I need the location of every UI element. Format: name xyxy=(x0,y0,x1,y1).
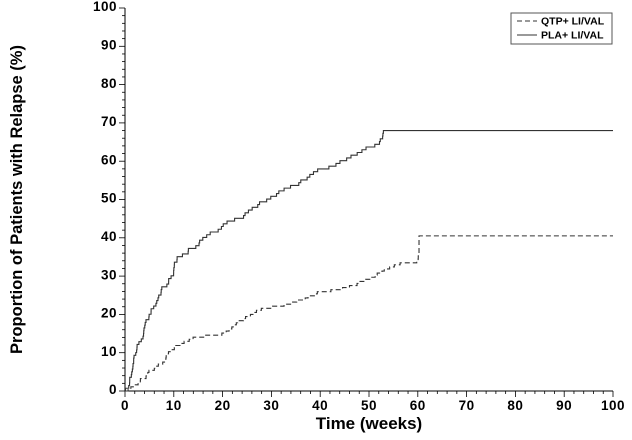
svg-text:90: 90 xyxy=(556,398,572,413)
svg-text:0: 0 xyxy=(109,382,117,397)
svg-text:20: 20 xyxy=(215,398,231,413)
svg-text:80: 80 xyxy=(101,76,117,91)
svg-text:70: 70 xyxy=(459,398,475,413)
svg-text:30: 30 xyxy=(101,267,117,282)
svg-text:20: 20 xyxy=(101,306,117,321)
svg-text:10: 10 xyxy=(166,398,182,413)
svg-text:60: 60 xyxy=(101,152,117,167)
svg-text:100: 100 xyxy=(601,398,625,413)
svg-text:50: 50 xyxy=(101,191,117,206)
svg-text:Time (weeks): Time (weeks) xyxy=(316,414,422,433)
svg-text:QTP+ LI/VAL: QTP+ LI/VAL xyxy=(541,16,605,28)
svg-text:60: 60 xyxy=(410,398,426,413)
svg-text:10: 10 xyxy=(101,344,117,359)
svg-text:40: 40 xyxy=(312,398,328,413)
svg-text:PLA+ LI/VAL: PLA+ LI/VAL xyxy=(541,30,604,42)
svg-text:30: 30 xyxy=(263,398,279,413)
svg-text:100: 100 xyxy=(93,0,117,14)
svg-text:80: 80 xyxy=(507,398,523,413)
svg-text:70: 70 xyxy=(101,114,117,129)
svg-text:Proportion of Patients with Re: Proportion of Patients with Relapse (%) xyxy=(8,45,26,354)
svg-text:40: 40 xyxy=(101,229,117,244)
svg-text:90: 90 xyxy=(101,38,117,53)
svg-text:50: 50 xyxy=(361,398,377,413)
svg-text:0: 0 xyxy=(121,398,129,413)
